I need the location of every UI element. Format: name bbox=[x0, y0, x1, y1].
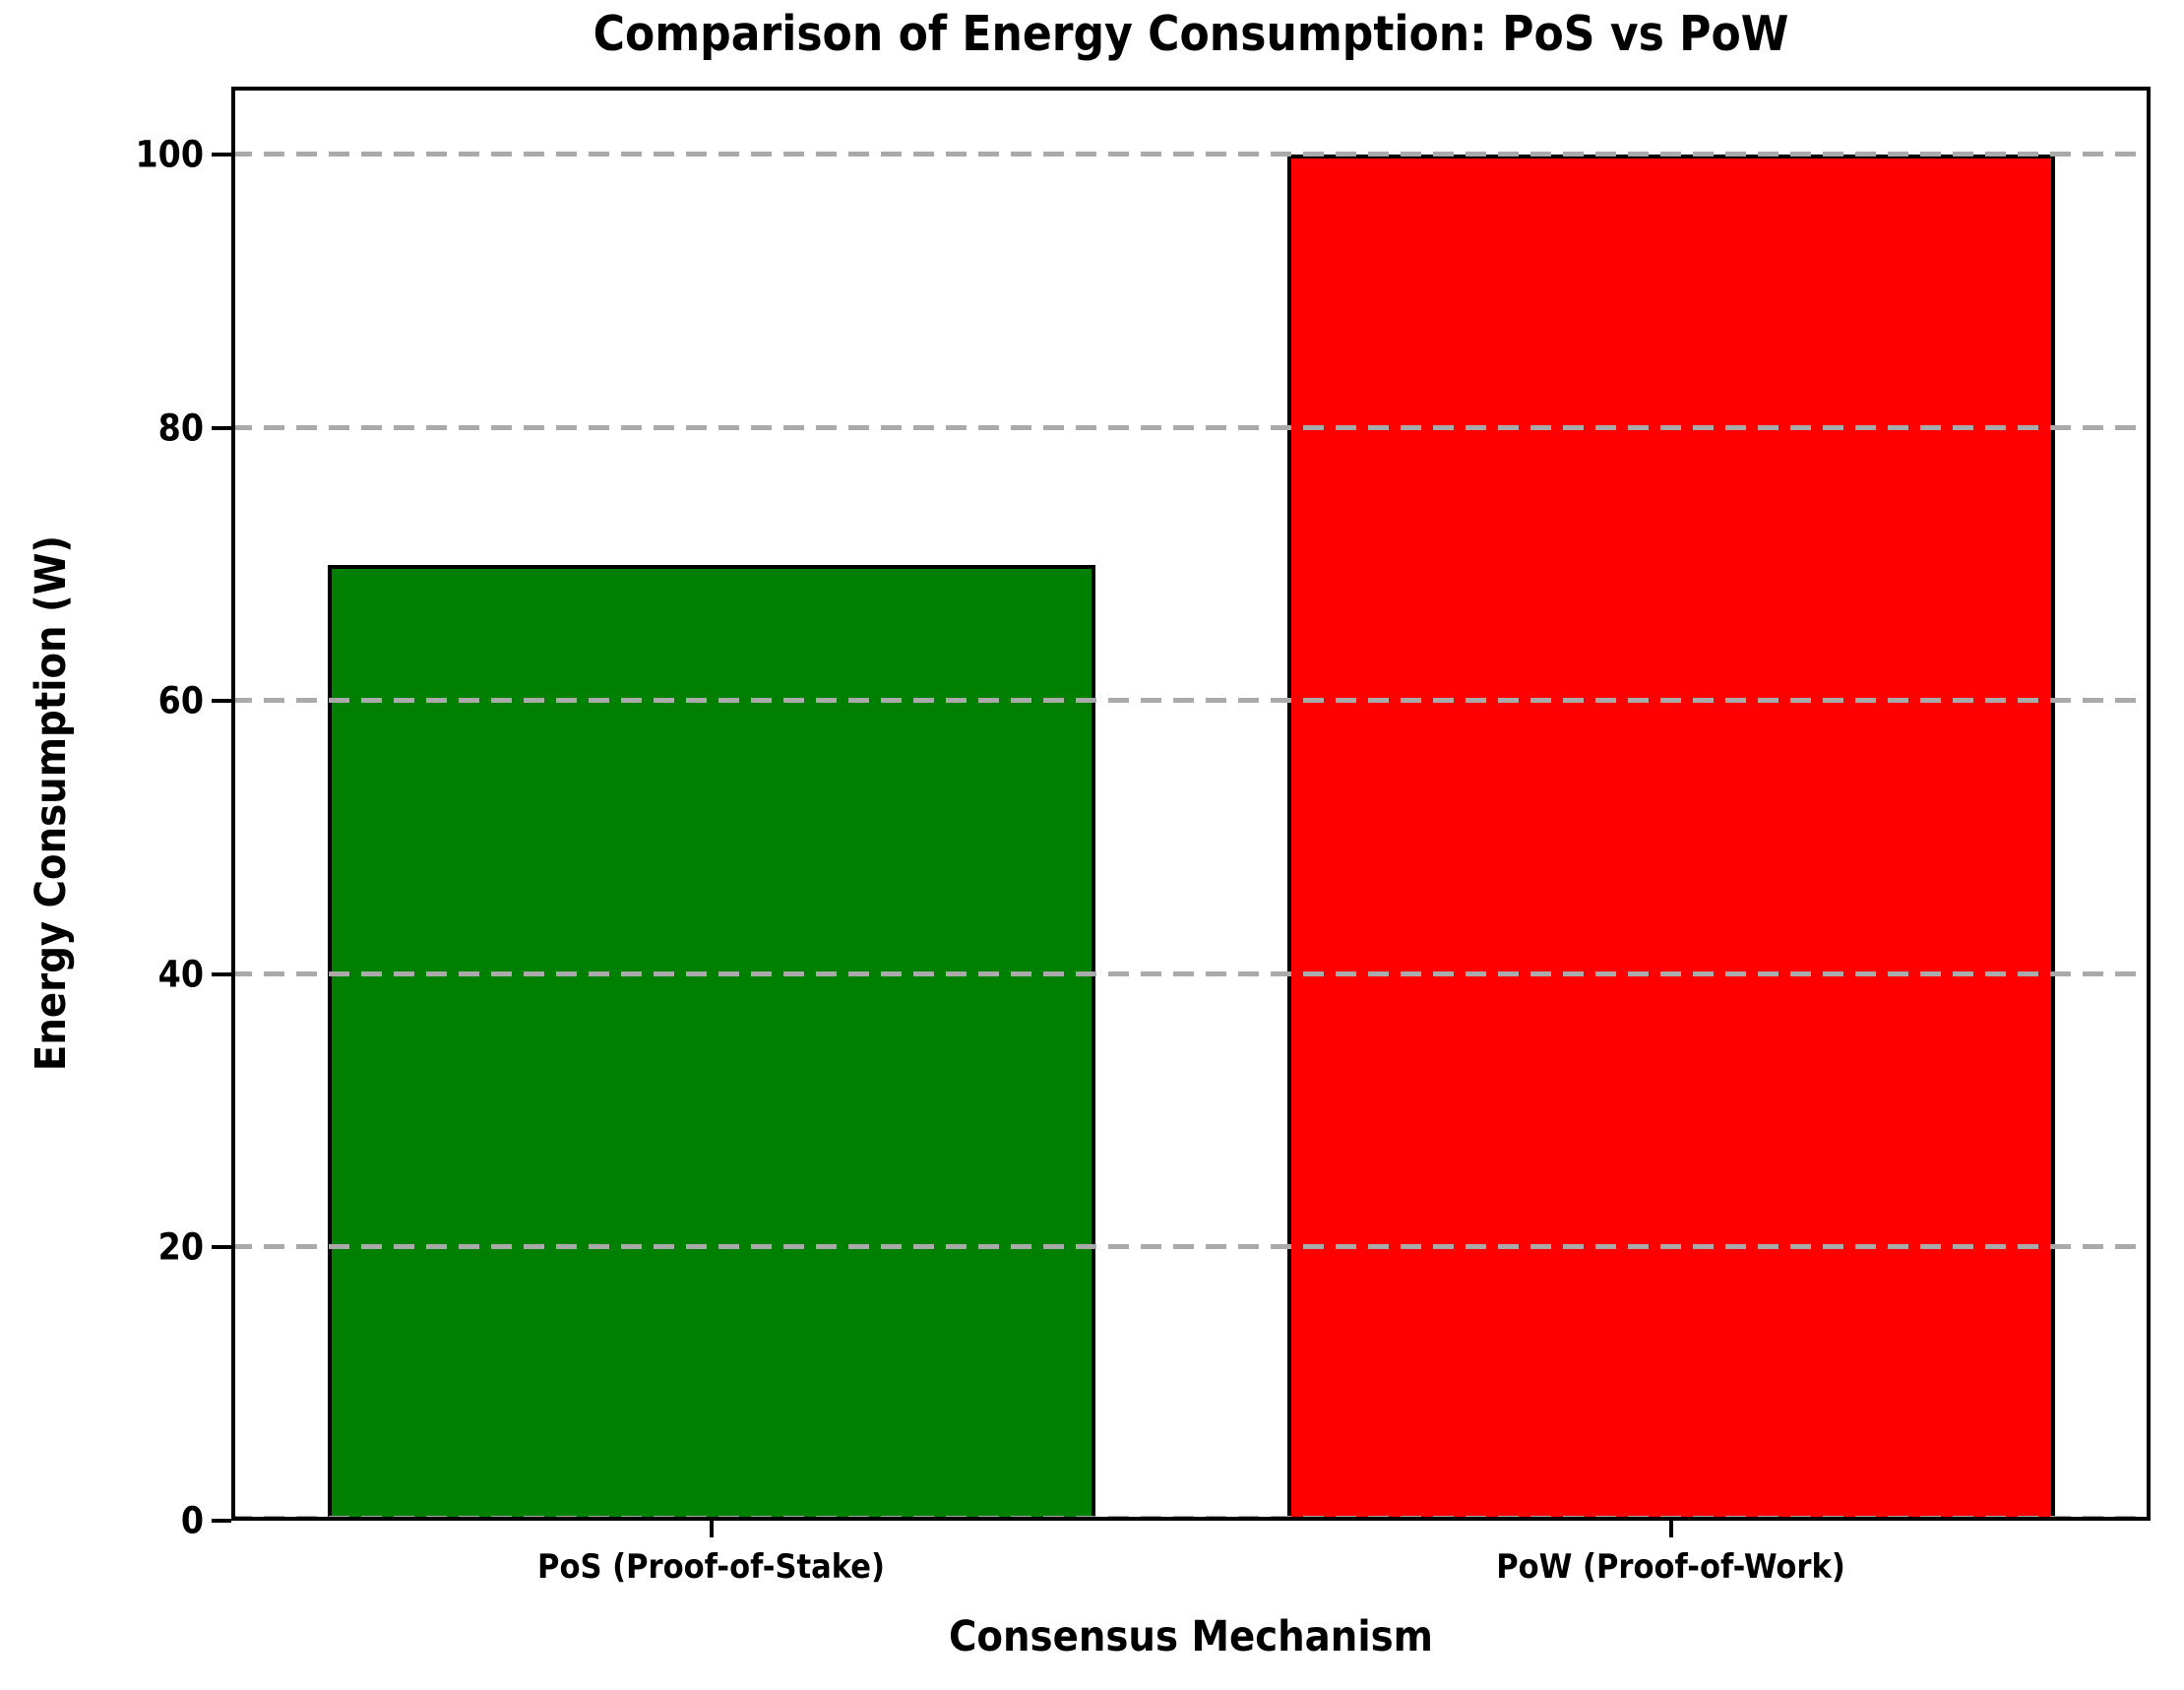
y-tick-mark-60 bbox=[212, 699, 231, 704]
bar-pos-proof-of-stake bbox=[327, 565, 1095, 1521]
y-tick-label-80: 80 bbox=[157, 407, 204, 450]
y-tick-mark-80 bbox=[212, 425, 231, 430]
y-tick-mark-0 bbox=[212, 1519, 231, 1523]
y-axis-label: Energy Consumption (W) bbox=[27, 534, 76, 1072]
gridline-y-60 bbox=[231, 698, 2151, 704]
bar-pow-proof-of-work bbox=[1286, 155, 2055, 1521]
gridline-y-0 bbox=[231, 1516, 2151, 1521]
y-tick-mark-100 bbox=[212, 153, 231, 157]
x-tick-label-pos-proof-of-stake: PoS (Proof-of-Stake) bbox=[537, 1547, 885, 1587]
x-tick-mark-pow-proof-of-work bbox=[1668, 1521, 1673, 1537]
gridline-y-20 bbox=[231, 1244, 2151, 1250]
x-axis-label: Consensus Mechanism bbox=[949, 1612, 1433, 1661]
y-tick-label-40: 40 bbox=[157, 953, 204, 996]
y-tick-label-20: 20 bbox=[157, 1225, 204, 1269]
plot-area bbox=[231, 87, 2151, 1521]
gridline-y-80 bbox=[231, 424, 2151, 430]
y-tick-mark-40 bbox=[212, 971, 231, 976]
x-tick-mark-pos-proof-of-stake bbox=[709, 1521, 714, 1537]
gridline-y-40 bbox=[231, 970, 2151, 976]
y-tick-label-0: 0 bbox=[180, 1499, 204, 1542]
y-tick-label-100: 100 bbox=[135, 133, 204, 176]
gridline-y-100 bbox=[231, 152, 2151, 157]
x-tick-label-pow-proof-of-work: PoW (Proof-of-Work) bbox=[1496, 1547, 1845, 1587]
y-tick-label-60: 60 bbox=[157, 679, 204, 722]
chart-title: Comparison of Energy Consumption: PoS vs… bbox=[593, 6, 1789, 62]
y-tick-mark-20 bbox=[212, 1245, 231, 1250]
